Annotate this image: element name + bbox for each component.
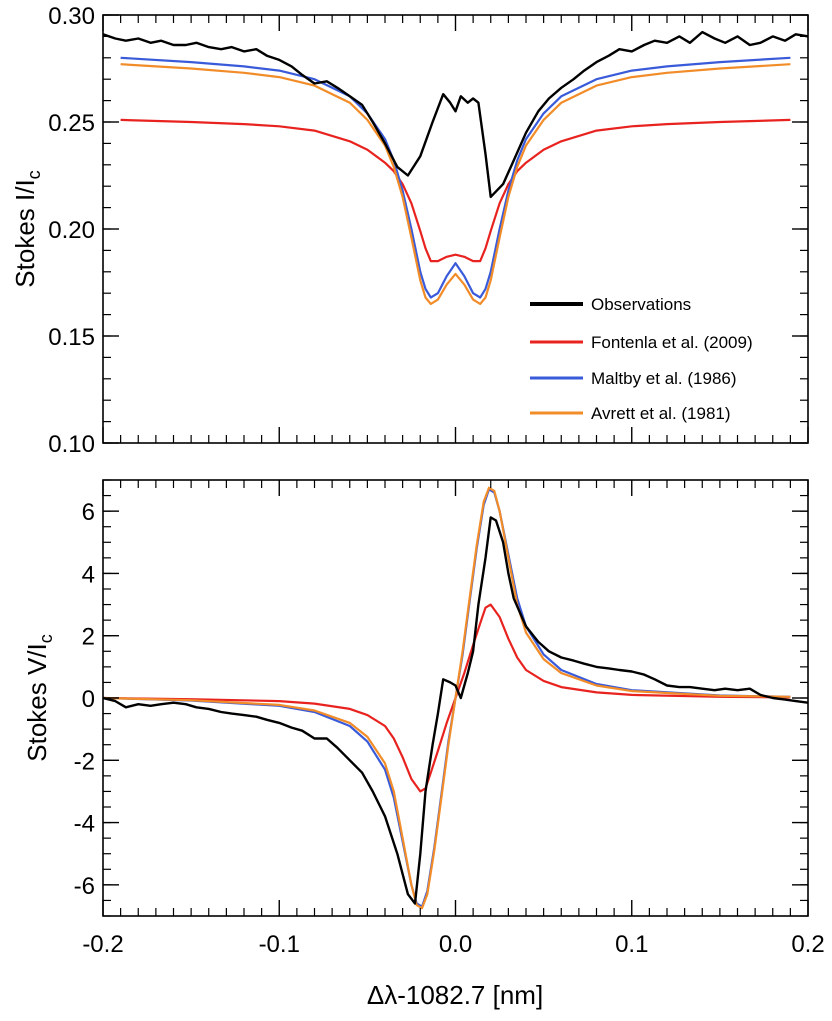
top-panel-series-group — [103, 30, 808, 305]
top-series-fontenla-et-al-2009 — [120, 118, 791, 263]
top-ytick-label: 0.20 — [48, 217, 95, 244]
bottom-ytick-label: 0 — [82, 686, 95, 713]
bottom-ytick-label: -4 — [74, 811, 95, 838]
bottom-series-observations — [103, 516, 808, 905]
top-y-axis-label: Stokes I/Ic — [10, 170, 44, 287]
x-tick-label: -0.2 — [82, 931, 123, 958]
x-tick-label: -0.1 — [259, 931, 300, 958]
top-series-avrett-et-al-1981 — [120, 63, 791, 305]
bottom-ytick-label: -2 — [74, 748, 95, 775]
bottom-ytick-label: 6 — [82, 499, 95, 526]
legend-label-observations: Observations — [591, 295, 691, 314]
bottom-ytick-label: -6 — [74, 873, 95, 900]
bottom-y-axis-label-subscript: c — [36, 634, 56, 643]
bottom-panel-series-group — [103, 486, 808, 910]
bottom-ytick-label: 4 — [82, 561, 95, 588]
x-tick-label: 0.2 — [791, 931, 824, 958]
top-panel-y-tick-labels: 0.10 0.15 0.20 0.25 0.30 — [48, 3, 95, 458]
x-tick-label: 0.0 — [439, 931, 472, 958]
top-series-observations — [103, 30, 808, 199]
legend: Observations Fontenla et al. (2009) Malt… — [530, 295, 753, 423]
bottom-panel-y-tick-labels: -6 -4 -2 0 2 4 6 — [74, 499, 95, 900]
bottom-series-avrett-et-al-1981 — [103, 486, 791, 910]
bottom-panel-ticks — [102, 479, 809, 917]
top-panel-stokes-i: 0.10 0.15 0.20 0.25 0.30 Stokes I/Ic Observa… — [10, 3, 809, 458]
top-series-maltby-et-al-1986 — [120, 56, 791, 299]
top-ytick-label: 0.10 — [48, 431, 95, 458]
bottom-y-axis-label: Stokes V/Ic — [22, 634, 56, 762]
legend-label-avrett: Avrett et al. (1981) — [591, 404, 731, 423]
x-axis-label: Δλ-1082.7 [nm] — [367, 980, 543, 1010]
legend-label-maltby: Maltby et al. (1986) — [591, 369, 737, 388]
bottom-panel-stokes-v: -6 -4 -2 0 2 4 6 -0.2 -0.1 0.0 0.1 0.2 Stokes V/Ic… — [22, 479, 825, 1010]
top-ytick-label: 0.25 — [48, 110, 95, 137]
top-panel-ticks — [102, 14, 809, 444]
top-ytick-label: 0.15 — [48, 324, 95, 351]
legend-label-fontenla: Fontenla et al. (2009) — [591, 333, 753, 352]
x-axis-tick-labels: -0.2 -0.1 0.0 0.1 0.2 — [82, 931, 824, 958]
top-y-axis-label-subscript: c — [24, 170, 44, 179]
x-tick-label: 0.1 — [615, 931, 648, 958]
top-ytick-label: 0.30 — [48, 3, 95, 30]
bottom-series-maltby-et-al-1986 — [103, 488, 791, 908]
bottom-ytick-label: 2 — [82, 624, 95, 651]
